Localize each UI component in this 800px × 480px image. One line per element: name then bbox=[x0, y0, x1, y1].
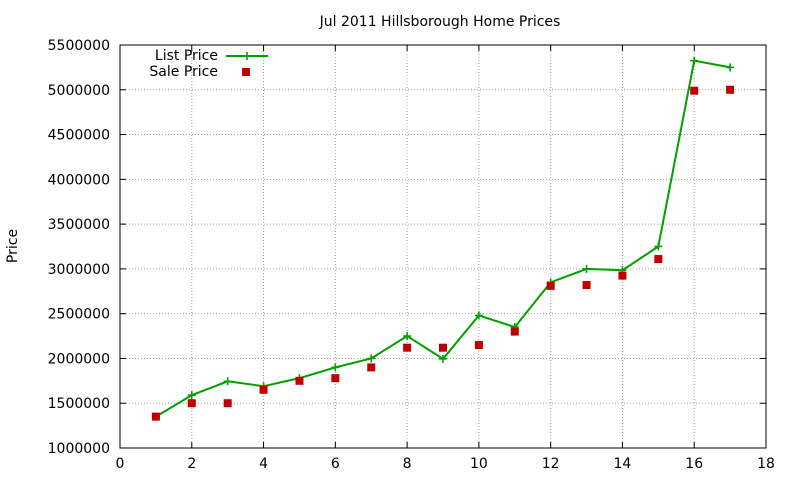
sale-price-point bbox=[582, 281, 591, 290]
sale-price-point bbox=[331, 374, 340, 383]
sale-price-point bbox=[187, 399, 196, 408]
y-tick-label: 1000000 bbox=[48, 441, 110, 457]
legend-label-sale-price: Sale Price bbox=[149, 64, 218, 80]
y-axis-label: Price bbox=[5, 229, 21, 263]
list-price-point bbox=[726, 63, 735, 72]
sale-price-point bbox=[654, 255, 663, 264]
list-price-point bbox=[582, 264, 591, 273]
list-price-point bbox=[367, 354, 376, 363]
series-sale-price bbox=[151, 85, 735, 421]
list-price-point bbox=[474, 311, 483, 320]
x-tick-label: 8 bbox=[403, 456, 412, 472]
x-tick-label: 4 bbox=[259, 456, 268, 472]
legend-square-marker bbox=[242, 68, 250, 76]
legend-plus-marker bbox=[243, 52, 251, 60]
y-tick-label: 4500000 bbox=[48, 128, 110, 144]
list-price-line bbox=[155, 59, 731, 418]
series-list-price bbox=[151, 56, 735, 421]
list-price-point bbox=[439, 354, 447, 363]
list-price-point bbox=[331, 363, 340, 372]
sale-price-point bbox=[726, 85, 735, 94]
sale-price-point bbox=[295, 376, 304, 385]
y-tick-label: 5500000 bbox=[48, 38, 110, 54]
list-price-point bbox=[690, 56, 699, 65]
sale-price-point bbox=[403, 343, 412, 352]
grid-lines bbox=[120, 45, 766, 448]
x-tick-label: 18 bbox=[757, 456, 775, 472]
sale-price-point bbox=[474, 341, 483, 350]
y-tick-label: 5000000 bbox=[48, 83, 110, 99]
list-price-point bbox=[403, 332, 412, 341]
y-tick-label: 1500000 bbox=[48, 396, 110, 412]
list-price-point bbox=[654, 242, 663, 251]
plot-frame bbox=[119, 44, 767, 449]
x-tick-label: 12 bbox=[542, 456, 560, 472]
sale-price-point bbox=[223, 399, 232, 408]
sale-price-point bbox=[439, 343, 447, 352]
x-tick-label: 14 bbox=[614, 456, 632, 472]
sale-price-point bbox=[510, 327, 519, 336]
axis-ticks: 0 2 4 6 8 10 12 14 16 18 1000000 1500000 2000000 2500… bbox=[48, 38, 775, 472]
sale-price-point bbox=[690, 86, 699, 95]
sale-price-point bbox=[367, 363, 376, 372]
x-tick-label: 2 bbox=[187, 456, 196, 472]
y-tick-label: 2000000 bbox=[48, 351, 110, 367]
legend-swatch-sale-price bbox=[242, 68, 250, 76]
chart-title: Jul 2011 Hillsborough Home Prices bbox=[319, 14, 561, 30]
sale-price-point bbox=[546, 281, 555, 290]
y-tick-label: 3500000 bbox=[48, 217, 110, 233]
sale-price-point bbox=[618, 271, 627, 280]
x-tick-label: 0 bbox=[116, 456, 125, 472]
x-tick-label: 6 bbox=[331, 456, 340, 472]
y-tick-label: 2500000 bbox=[48, 307, 110, 323]
series-layer bbox=[151, 56, 735, 421]
sale-price-point bbox=[151, 412, 160, 421]
legend-label-list-price: List Price bbox=[155, 48, 218, 64]
list-price-point bbox=[223, 377, 232, 386]
y-tick-label: 3000000 bbox=[48, 262, 110, 278]
x-tick-label: 10 bbox=[470, 456, 488, 472]
sale-price-point bbox=[259, 385, 268, 394]
x-tick-label: 16 bbox=[685, 456, 703, 472]
legend: List Price Sale Price bbox=[149, 48, 268, 80]
y-tick-label: 4000000 bbox=[48, 172, 110, 188]
list-price-point bbox=[187, 391, 196, 400]
legend-swatch-list-price bbox=[226, 52, 268, 60]
